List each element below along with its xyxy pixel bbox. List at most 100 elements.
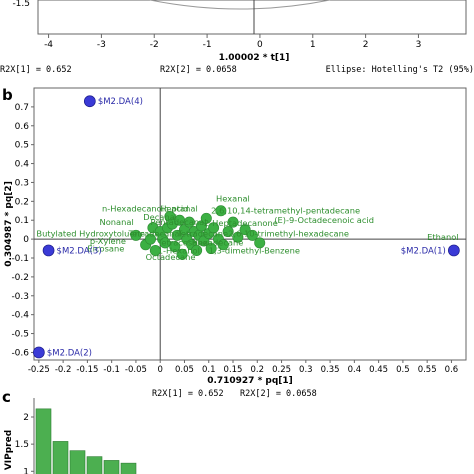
observation-point: [83, 95, 96, 108]
panel-b-y-tick-label: 0.5: [15, 141, 29, 151]
variable-label: Ethanol: [427, 232, 458, 242]
panel-a-plot-area: [37, 0, 467, 35]
variable-point: [171, 229, 183, 241]
panel-b-x-tick-label: 0.45: [369, 365, 388, 375]
panel-b-y-tick-label: 0.6: [15, 122, 30, 132]
variable-point: [227, 216, 239, 228]
panel-b-x-tick-label: 0.25: [272, 365, 291, 375]
panel-b: b 0.7 0.6 0.5 0.4 0.3 0.2 0.1 0 -0.1 -0.2 -0.3 -0.4…: [2, 86, 467, 399]
panel-a-r2x1: R2X[1] = 0.652: [0, 65, 72, 75]
panel-b-y-tick-label: 0.7: [15, 103, 29, 113]
panel-b-y-tick-label: -0.4: [11, 311, 29, 321]
panel-b-x-tick-label: -0.2: [55, 365, 72, 375]
panel-c-y-tick-label: 1.5: [15, 440, 29, 450]
panel-c: c VIPpred 21.51: [2, 388, 137, 474]
panel-b-y-tick-label: -0.3: [11, 292, 29, 302]
panel-b-y-tick-label: 0.1: [15, 216, 29, 226]
panel-a-x-tick-label: 2: [363, 40, 369, 50]
variable-point: [191, 244, 203, 256]
panel-b-x-axis-label: 0.710927 * pq[1]: [207, 376, 293, 386]
variable-label: p-Xylene: [90, 236, 126, 246]
panel-a-x-tick-label: -3: [97, 40, 106, 50]
variable-point: [149, 244, 161, 256]
observation-point: [42, 244, 55, 257]
vip-bar: [86, 456, 103, 474]
panel-a-y-tick: -1.5: [12, 0, 30, 9]
variable-point: [239, 224, 251, 236]
variable-point: [217, 239, 229, 251]
panel-b-x-tick-label: -0.25: [28, 365, 50, 375]
variable-point: [176, 248, 188, 260]
panel-b-label: b: [2, 86, 13, 104]
variable-point: [130, 229, 142, 241]
panel-a-x-tick-label: 0: [257, 40, 263, 50]
panel-b-y-tick-label: -0.6: [11, 348, 29, 358]
panel-a-r2x2: R2X[2] = 0.0658: [160, 65, 237, 75]
panel-b-x-tick-label: 0.4: [348, 365, 362, 375]
panel-a-x-tick-label: 3: [416, 40, 422, 50]
panel-b-r2x1: R2X[1] = 0.652: [152, 389, 224, 399]
variable-label: (E)-9-Octadecenoic acid: [274, 215, 374, 225]
panel-b-y-ticks: 0.7 0.6 0.5 0.4 0.3 0.2 0.1 0 -0.1 -0.2 -0.3 -0.4 -0…: [11, 103, 34, 358]
panel-b-x-tick-label: -0.05: [125, 365, 147, 375]
panel-a-x-tick-label: -1: [203, 40, 212, 50]
variable-point: [246, 229, 258, 241]
panel-c-y-ticks: 21.51: [15, 413, 34, 474]
panel-b-y-tick-label: 0.2: [15, 197, 29, 207]
panel-b-x-tick-label: 0.6: [445, 365, 459, 375]
variable-label: Eicosane: [87, 243, 124, 253]
vip-bar: [52, 441, 69, 474]
observation-point: [33, 346, 45, 359]
panel-b-y-tick-label: 0: [23, 235, 29, 245]
panel-a-ellipse-note: Ellipse: Hotelling's T2 (95%): [326, 65, 474, 75]
panel-b-x-tick-label: 0.55: [418, 365, 437, 375]
variable-label: Nonanal: [100, 217, 134, 227]
panel-b-x-tick-label: 0.5: [396, 365, 410, 375]
variable-label: n-Hexadecanoic acid: [102, 204, 189, 214]
panel-a: -1.5 -4 -3 -2 -1 0 1 2 3 1.00002 * t[1] R2X[1] …: [0, 0, 474, 75]
variable-label: Tetradecanal: [128, 228, 182, 238]
variable-label: 2,6,10-trimethyl-hexadecane: [228, 228, 349, 238]
variable-point: [159, 237, 171, 249]
variable-point: [222, 226, 234, 238]
variable-point: [200, 212, 212, 224]
panel-b-y-tick-label: 0.4: [15, 160, 30, 170]
panel-b-x-tick-label: 0.3: [299, 365, 313, 375]
panel-a-x-tick-label: 1: [310, 40, 316, 50]
observation-label: $M2.DA(2): [47, 348, 92, 358]
panel-c-y-tick-label: 1: [23, 467, 29, 474]
variable-label: Pentadecanal: [150, 217, 206, 227]
variable-label: 2-Heptadecanone: [204, 218, 278, 228]
panel-a-x-ticks: -4 -3 -2 -1 0 1 2 3: [44, 34, 421, 50]
variable-point: [208, 222, 220, 234]
vip-bar: [103, 460, 120, 474]
variable-point: [232, 231, 244, 243]
observation-label: $M2.DA(4): [98, 97, 143, 107]
panel-b-x-tick-label: 0.1: [202, 365, 216, 375]
variable-label: Hexanal: [216, 193, 250, 203]
variable-label: Octadecane: [146, 252, 196, 262]
panel-b-y-tick-label: -0.2: [11, 273, 29, 283]
panel-b-plot-area: [33, 87, 467, 361]
panel-b-x-tick-label: -0.1: [103, 365, 120, 375]
variable-label: 1-Hexanol: [158, 245, 200, 255]
panel-b-x-tick-label: 0: [157, 365, 162, 375]
variable-label: Tetradecane: [176, 228, 228, 238]
variable-label: Heptanal: [160, 204, 198, 214]
panel-b-variable-points: [130, 205, 266, 260]
variable-label: 2,6,10,14-tetramethyl-pentadecane: [211, 206, 360, 216]
panel-b-observation-points: $M2.DA(4) $M2.DA(3) $M2.DA(2) $M2.DA(1): [33, 95, 460, 359]
variable-label: Hexadecane: [192, 238, 244, 248]
panel-a-x-axis-label: 1.00002 * t[1]: [219, 53, 290, 63]
vip-bar: [120, 462, 137, 474]
panel-b-x-tick-label: 0.05: [175, 365, 194, 375]
variable-point: [183, 216, 195, 228]
panel-b-x-tick-label: -0.15: [76, 365, 98, 375]
panel-b-x-tick-label: 0.2: [251, 365, 265, 375]
panel-b-r2x2: R2X[2] = 0.0658: [240, 389, 317, 399]
observation-label: $M2.DA(3): [57, 246, 102, 256]
panel-b-y-axis-label: 0.304987 * pq[2]: [4, 181, 14, 267]
panel-a-hotelling-ellipse: [149, 0, 331, 10]
panel-b-x-tick-label: 0.15: [224, 365, 243, 375]
